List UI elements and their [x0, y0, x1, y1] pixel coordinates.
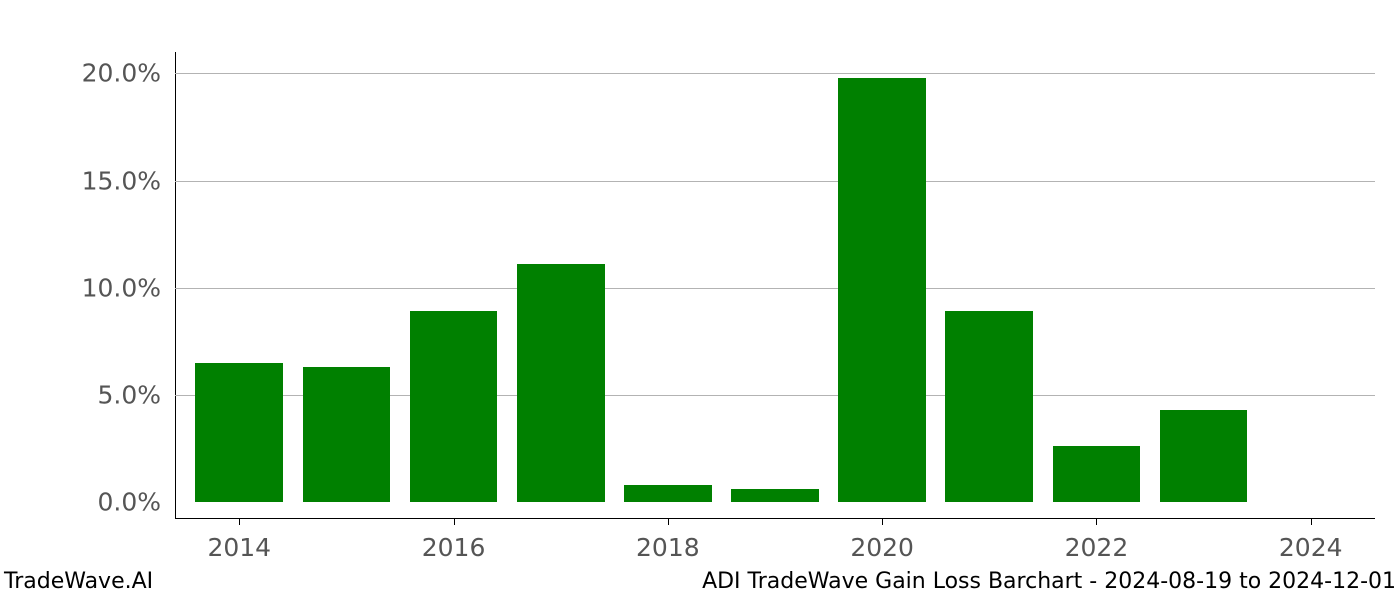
footer-caption: ADI TradeWave Gain Loss Barchart - 2024-…: [702, 569, 1396, 594]
x-tick-label: 2024: [1279, 519, 1343, 562]
bar: [945, 311, 1033, 502]
bar: [195, 363, 283, 502]
bar: [731, 489, 819, 502]
chart-figure: 0.0% 5.0% 10.0% 15.0% 20.0% 2014 2016 2018 2020 2…: [0, 0, 1400, 600]
y-tick-label: 0.0%: [97, 487, 175, 516]
x-tick-label: 2020: [850, 519, 914, 562]
bar: [1053, 446, 1141, 502]
footer-brand: TradeWave.AI: [4, 569, 153, 594]
y-tick-label: 10.0%: [82, 273, 175, 302]
bar: [517, 264, 605, 502]
plot-area: 0.0%5.0%10.0%15.0%20.0%20142016201820202…: [175, 52, 1375, 519]
bar: [1160, 410, 1248, 502]
x-axis-spine: [175, 518, 1375, 519]
x-tick-label: 2022: [1065, 519, 1129, 562]
bar: [303, 367, 391, 502]
y-tick-label: 5.0%: [97, 380, 175, 409]
bar: [624, 485, 712, 502]
y-axis-spine: [175, 52, 176, 519]
x-tick-label: 2014: [207, 519, 271, 562]
y-gridline: [175, 288, 1375, 289]
y-gridline: [175, 73, 1375, 74]
x-tick-label: 2016: [422, 519, 486, 562]
y-gridline: [175, 181, 1375, 182]
bar: [410, 311, 498, 502]
y-tick-label: 20.0%: [82, 59, 175, 88]
y-tick-label: 15.0%: [82, 166, 175, 195]
bar: [838, 78, 926, 502]
x-tick-label: 2018: [636, 519, 700, 562]
